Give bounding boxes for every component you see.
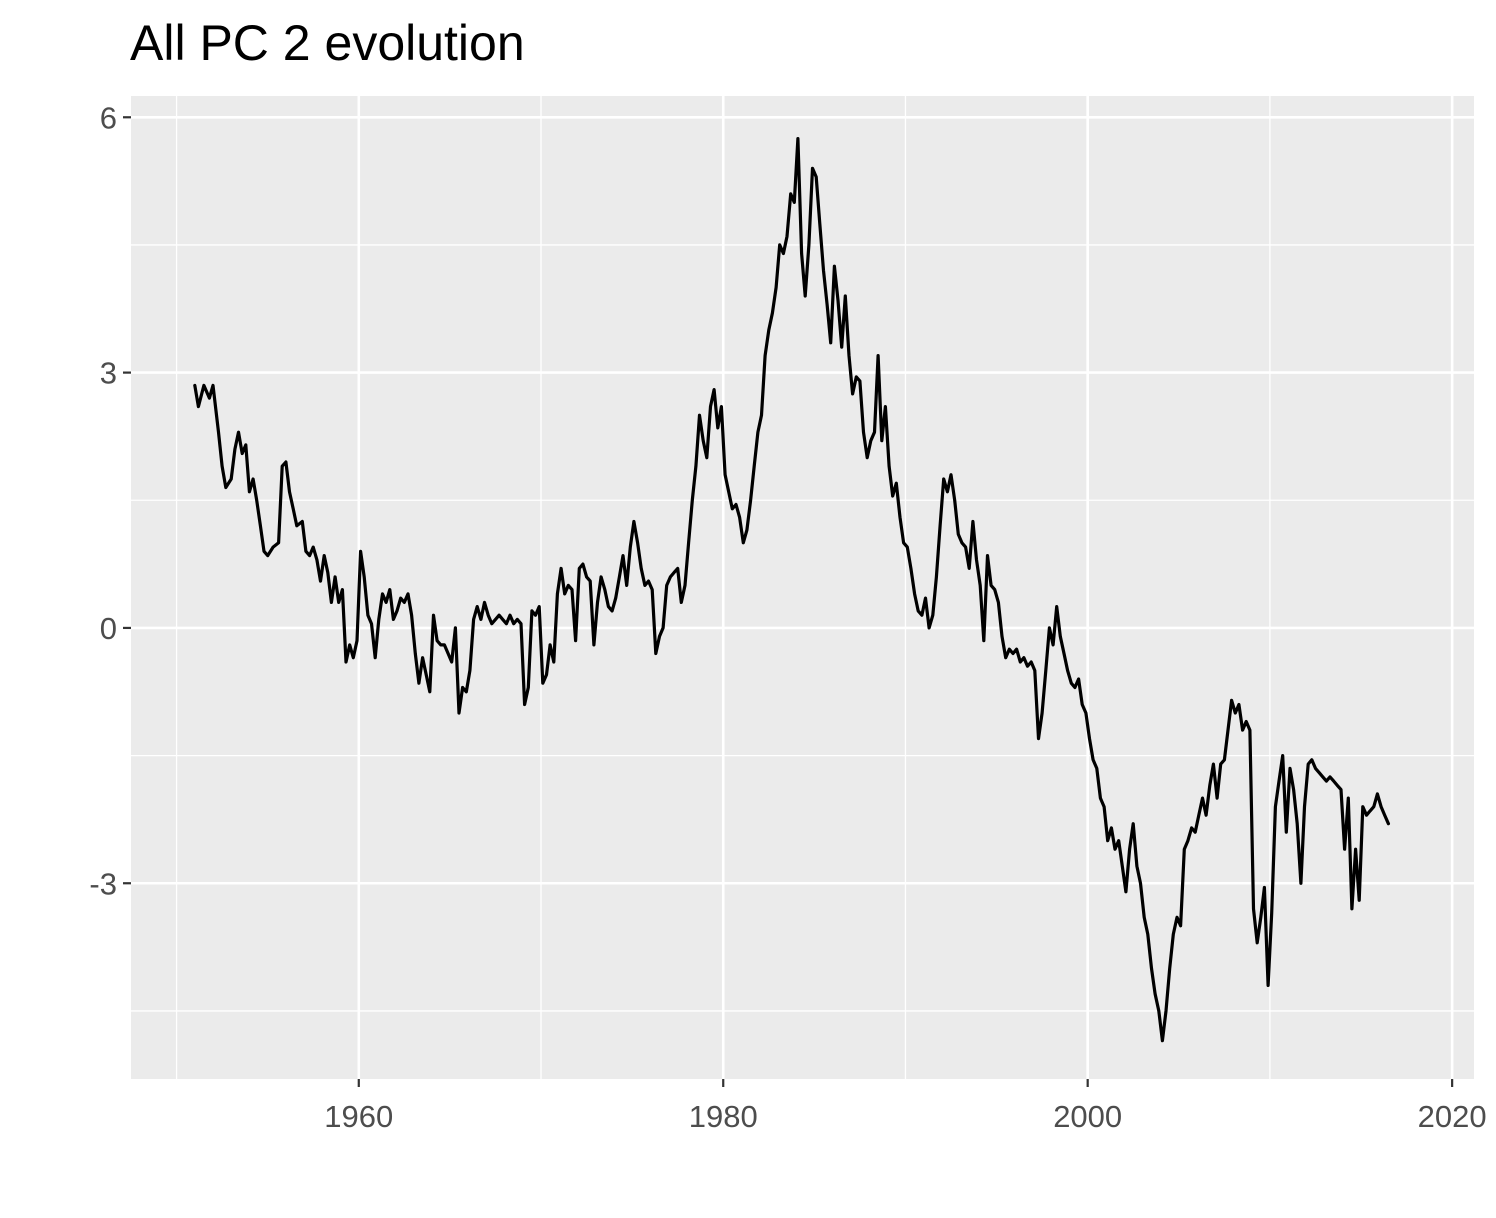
- x-tick-label: 1960: [324, 1099, 393, 1134]
- series-line: [193, 137, 1390, 1043]
- y-tick-label: 0: [100, 611, 117, 646]
- x-tick-label: 1980: [689, 1099, 758, 1134]
- x-tick-label: 2000: [1053, 1099, 1122, 1134]
- x-axis: 1960 1980 2000 2020: [324, 1079, 1487, 1134]
- y-axis: -3 0 3 6: [89, 100, 131, 901]
- y-tick-label: -3: [89, 866, 117, 901]
- y-tick-label: 6: [100, 100, 117, 135]
- chart-title: All PC 2 evolution: [130, 15, 525, 71]
- x-tick-label: 2020: [1418, 1099, 1487, 1134]
- y-tick-label: 3: [100, 356, 117, 391]
- grid-major: [131, 96, 1474, 1079]
